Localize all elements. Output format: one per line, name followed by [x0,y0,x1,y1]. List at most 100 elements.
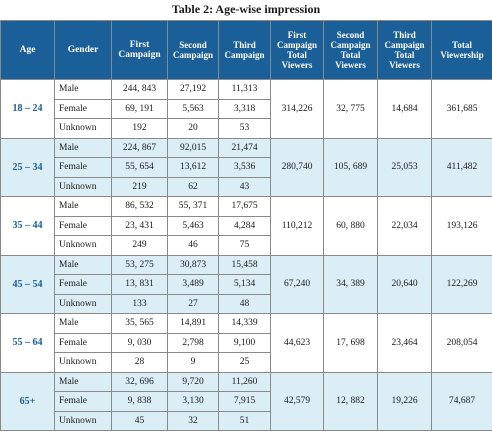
third-campaign-cell: 75 [218,235,271,256]
table-row: Unknown 45 32 51 [1,410,492,431]
second-campaign-cell: 32 [167,410,219,431]
second-campaign-cell: 3,489 [167,274,219,295]
table-body: 18 – 24 Male 244, 843 27,192 11,313 314,… [0,79,492,431]
gender-cell: Female [54,391,112,412]
header-first-campaign: First Campaign [111,20,168,80]
gender-cell: Unknown [54,352,112,373]
header-total-viewership: Total Viewership [431,20,492,80]
first-total-cell: 110,212 [270,196,324,256]
gender-cell: Female [54,274,112,295]
age-group-cell: 55 – 64 [0,313,55,373]
gender-cell: Male [54,254,112,275]
first-campaign-cell: 86, 532 [111,196,168,217]
first-campaign-cell: 244, 843 [111,79,168,100]
header-text: Viewers [389,60,420,70]
third-total-cell: 25,053 [377,137,432,197]
third-total-cell: 19,226 [377,371,432,431]
first-campaign-cell: 13, 831 [111,274,168,295]
table-row: Unknown 192 20 53 [1,118,492,139]
first-campaign-cell: 35, 565 [111,313,168,334]
header-row: Age Gender First Campaign Second Campaig… [0,20,492,80]
third-campaign-cell: 21,474 [218,137,271,158]
second-campaign-cell: 92,015 [167,137,219,158]
table-row: Unknown 249 46 75 [1,235,492,256]
first-campaign-cell: 45 [111,410,168,431]
third-campaign-cell: 53 [218,118,271,139]
second-campaign-cell: 27,192 [167,79,219,100]
second-campaign-cell: 27 [167,293,219,314]
second-total-cell: 34, 389 [323,254,378,314]
second-campaign-cell: 13,612 [167,157,219,178]
second-campaign-cell: 62 [167,176,219,197]
third-total-cell: 23,464 [377,313,432,373]
third-campaign-cell: 5,134 [218,274,271,295]
table-row: 55 – 64 Male 35, 565 14,891 14,339 44,62… [0,313,492,373]
table-row: Female 23, 431 5,463 4,284 [1,215,492,236]
second-campaign-cell: 9,720 [167,371,219,392]
table-row: 45 – 54 Male 53, 275 30,873 15,458 67,24… [0,254,492,314]
gender-cell: Female [54,215,112,236]
header-text: Total [340,50,361,60]
gender-cell: Male [54,137,112,158]
header-text: Total [452,40,472,50]
first-campaign-cell: 9, 838 [111,391,168,412]
first-campaign-cell: 53, 275 [111,254,168,275]
third-campaign-cell: 9,100 [218,332,271,353]
third-campaign-cell: 3,536 [218,157,271,178]
table-row: Unknown 219 62 43 [1,176,492,197]
header-text: Campaign [118,50,161,60]
header-text: Total [394,50,415,60]
age-group-cell: 35 – 44 [0,196,55,256]
header-text: Total [287,50,307,60]
header-text: First [287,30,307,40]
header-text: Campaign [384,40,425,50]
total-viewership-cell: 122,269 [431,254,492,314]
table-row: 18 – 24 Male 244, 843 27,192 11,313 314,… [0,79,492,139]
first-campaign-cell: 133 [111,293,168,314]
header-second-campaign: Second Campaign [167,20,219,80]
header-third-total: Third Campaign Total Viewers [377,20,432,80]
second-campaign-cell: 30,873 [167,254,219,275]
first-campaign-cell: 224, 867 [111,137,168,158]
third-campaign-cell: 11,260 [218,371,271,392]
first-campaign-cell: 23, 431 [111,215,168,236]
first-campaign-cell: 9, 030 [111,332,168,353]
first-campaign-cell: 55, 654 [111,157,168,178]
first-total-cell: 44,623 [270,313,324,373]
third-campaign-cell: 15,458 [218,254,271,275]
age-group-cell: 18 – 24 [0,79,55,139]
header-third-campaign: Third Campaign [218,20,271,80]
header-text: Second [336,30,365,40]
first-campaign-cell: 249 [111,235,168,256]
third-campaign-cell: 17,675 [218,196,271,217]
header-text: First [129,40,150,50]
header-text: Second [179,40,207,50]
second-total-cell: 32, 775 [323,79,378,139]
gender-cell: Unknown [54,410,112,431]
third-campaign-cell: 43 [218,176,271,197]
header-age: Age [0,20,55,80]
second-total-cell: 17, 698 [323,313,378,373]
third-campaign-cell: 3,318 [218,98,271,119]
first-total-cell: 67,240 [270,254,324,314]
third-campaign-cell: 7,915 [218,391,271,412]
total-viewership-cell: 361,685 [431,79,492,139]
table-title: Table 2: Age-wise impression [171,2,321,16]
second-campaign-cell: 9 [167,352,219,373]
third-campaign-cell: 51 [218,410,271,431]
total-viewership-cell: 193,126 [431,196,492,256]
third-campaign-cell: 14,339 [218,313,271,334]
age-group-cell: 45 – 54 [0,254,55,314]
second-total-cell: 12, 882 [323,371,378,431]
header-text: Viewers [335,60,366,70]
third-total-cell: 20,640 [377,254,432,314]
total-viewership-cell: 411,482 [431,137,492,197]
header-text: Campaign [224,50,265,60]
second-campaign-cell: 20 [167,118,219,139]
third-total-cell: 14,684 [377,79,432,139]
second-campaign-cell: 5,563 [167,98,219,119]
table-row: 65+ Male 32, 696 9,720 11,260 42,579 12,… [0,371,492,431]
second-campaign-cell: 46 [167,235,219,256]
second-campaign-cell: 55, 371 [167,196,219,217]
gender-cell: Unknown [54,118,112,139]
